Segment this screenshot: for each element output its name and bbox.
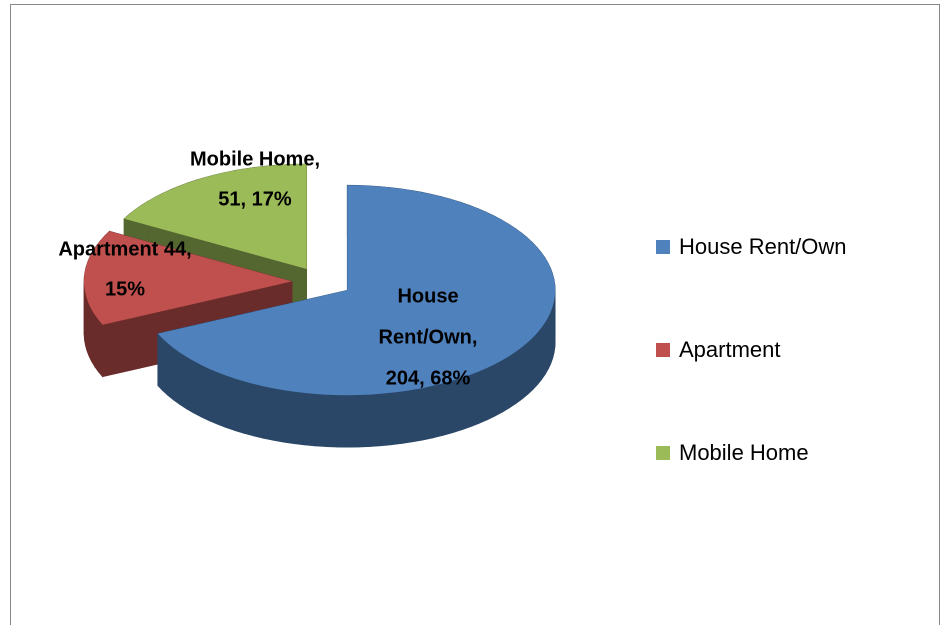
- slice-wall: [501, 355, 510, 413]
- slice-wall: [369, 393, 382, 447]
- slice-wall: [486, 363, 496, 421]
- slice-wall: [521, 341, 528, 400]
- slice-wall: [509, 351, 517, 409]
- slice-wall: [391, 391, 403, 446]
- slice-wall: [532, 331, 538, 391]
- data-label: Apartment 44,: [58, 238, 191, 260]
- slice-wall: [315, 393, 327, 448]
- pie-slice: [84, 231, 292, 325]
- pie-slice: [124, 164, 307, 269]
- slice-wall: [225, 375, 236, 432]
- slice-wall: [337, 394, 349, 448]
- slice-wall: [412, 387, 423, 443]
- slice-wall: [326, 394, 338, 448]
- slice-wall: [273, 388, 285, 443]
- slice-wall: [401, 389, 413, 444]
- slice-wall: [208, 368, 218, 425]
- data-label: 51, 17%: [218, 188, 292, 210]
- slice-wall: [294, 391, 306, 446]
- slice-wall: [544, 315, 549, 376]
- slice-wall: [253, 383, 264, 439]
- data-label: Mobile Home,: [190, 148, 320, 170]
- slice-wall: [380, 392, 392, 447]
- legend-label: House Rent/Own: [679, 234, 847, 259]
- slice-wall: [537, 326, 542, 386]
- slice-wall: [263, 385, 275, 441]
- slice-wall: [98, 318, 103, 378]
- slice-wall: [243, 381, 255, 437]
- slice-wall: [94, 313, 99, 373]
- slice-wall: [422, 385, 433, 441]
- legend-label: Mobile Home: [679, 440, 809, 465]
- legend-swatch: [656, 343, 670, 357]
- legend-swatch: [656, 446, 670, 460]
- slice-wall: [478, 367, 488, 425]
- data-label: 204, 68%: [386, 367, 471, 389]
- slice-wall: [432, 383, 443, 439]
- data-label: Rent/Own,: [379, 326, 478, 348]
- slice-wall: [469, 371, 480, 428]
- slice-wall: [515, 346, 523, 405]
- slice-wall: [304, 392, 317, 447]
- slice-wall: [547, 311, 552, 370]
- slice-wall: [234, 378, 245, 434]
- legend-label: Apartment: [679, 337, 781, 362]
- slice-wall: [358, 394, 371, 448]
- slice-wall: [88, 304, 92, 362]
- slice-wall: [494, 359, 503, 417]
- legend-swatch: [656, 240, 670, 254]
- slice-wall: [347, 394, 360, 448]
- slice-wall: [527, 336, 534, 396]
- pie-slice: [157, 185, 556, 396]
- data-label: 15%: [105, 278, 145, 300]
- slice-wall: [283, 389, 295, 445]
- data-label: House: [397, 285, 458, 307]
- slice-wall: [541, 321, 546, 381]
- slice-wall: [91, 308, 96, 368]
- slice-wall: [216, 371, 227, 428]
- chart-border: [10, 4, 940, 625]
